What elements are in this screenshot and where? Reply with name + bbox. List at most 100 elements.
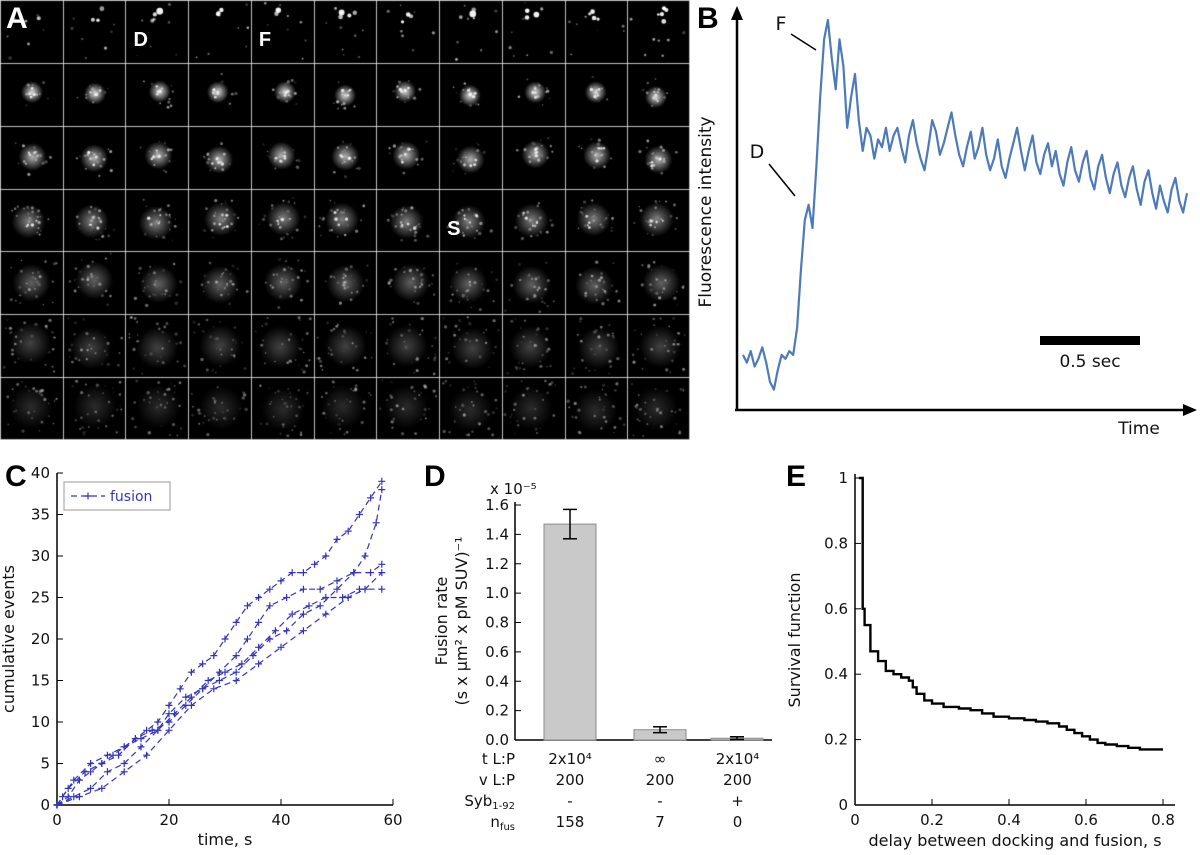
table-cell: 2x10⁴ [715,750,760,768]
plot-text: 40 [31,464,50,482]
plot-text: 0.2 [920,811,944,829]
plot-text: 10 [31,713,50,731]
table-row-label: nfus [420,813,515,834]
plot-text: Fusion rate [432,577,451,666]
fusion-series-line-4 [56,572,383,806]
plot-text: 0 [52,811,62,829]
plot-text: 15 [31,672,50,690]
plot-text: 35 [31,506,50,524]
panel-a: A D F S [0,0,690,440]
table-row-label: Syb1-92 [420,792,515,813]
plus-markers-4 [53,569,386,809]
plot-text: 0.8 [1151,811,1175,829]
table-cell: 2x10⁴ [548,750,592,768]
fusion-series-line-2 [56,563,383,806]
plot-text: 1.4 [485,525,509,543]
plot-text: 1.0 [485,584,509,602]
annotation-leader-d [768,163,796,197]
plot-text: F [776,13,787,35]
plus-markers-3 [53,486,386,809]
table-cell: 200 [645,771,675,789]
plus-markers-1 [53,477,386,809]
table-row-label: t L:P [481,750,515,768]
plot-text: 0.6 [485,643,509,661]
table-row-label-main: Syb [464,792,493,810]
table-cell: 0 [732,813,743,831]
plot-text: 40 [271,811,290,829]
plot-text: 20 [159,811,178,829]
plot-text: 0 [850,811,860,829]
plot-text: (s x µm² x pM SUV)⁻¹ [452,537,471,706]
panel-b-label: B [697,2,719,35]
panel-d-label: D [424,460,446,493]
annotation-leader-f [790,33,817,51]
montage-canvas [0,0,690,440]
fusion-rate-bar-1 [543,523,597,741]
panel-c-plot: 0 20 40 60 0 5 10 15 20 25 30 35 40 time, s cumulative… [0,464,403,849]
plot-text: 0.6 [824,600,848,618]
frame-annotation-d: D [133,29,148,51]
panel-c-label: C [5,460,27,493]
plot-text: 0.8 [824,534,848,552]
fusion-series-line-1 [56,480,383,806]
y-axis-arrow [731,6,743,20]
condition-table: t L:P 2x10⁴ ∞ 2x10⁴ v L:P 200 200 200 Sy… [420,750,780,838]
plot-text: 0.0 [485,731,509,749]
table-row-label-sub: 1-92 [492,801,515,812]
legend-marker-sample [84,492,92,500]
plot-text: 0.4 [485,672,509,690]
table-cell: ∞ [653,750,667,768]
plot-text: 0 [838,796,848,814]
plot-text: 30 [31,547,50,565]
plot-text: Survival function [785,573,804,708]
plot-text: 0 [40,796,50,814]
table-cell: 200 [555,771,585,789]
plot-text: 1.6 [485,496,509,514]
plot-text: 60 [383,811,402,829]
plus-markers-5 [53,585,386,809]
plot-text: D [750,141,765,163]
table-cell: + [731,792,744,810]
scale-bar [1040,336,1140,345]
fusion-series-line-5 [56,588,382,806]
plot-text: 0.2 [824,731,848,749]
table-cell: - [567,792,573,810]
plot-text: 20 [31,630,50,648]
plot-text: time, s [198,830,253,849]
panel-b-plot: Fluorescence intensity Time 0.5 sec F D [696,6,1197,439]
plot-text: 0.2 [485,702,509,720]
plot-text: 0.6 [1074,811,1098,829]
fluorescence-trace [742,18,1189,391]
frame-annotation-f: F [258,29,272,51]
plot-text: 1 [838,469,848,487]
panel-a-label: A [6,2,28,35]
table-row-label-sub: fus [499,822,515,833]
table-cell: 158 [555,813,585,831]
plot-text: 0.8 [485,614,509,632]
plot-text: 25 [31,589,50,607]
table-row-label-main: n [490,813,500,831]
table-row-label: v L:P [478,771,515,789]
plot-text: fusion [110,489,152,505]
plot-text: 0.4 [997,811,1021,829]
survival-step-curve [858,476,1163,751]
table-cell: 7 [655,813,665,831]
plot-text: 0.5 sec [1059,352,1120,372]
panel-e-plot: 0 0.2 0.4 0.6 0.8 1 0 0.2 0.4 0.6 0.8 delay between… [785,469,1175,850]
table-cell: - [657,792,663,810]
plot-text: 5 [40,755,50,773]
plot-text: x 10⁻⁵ [490,480,537,498]
fusion-series-line-3 [56,489,383,806]
plot-text: 0.4 [824,665,848,683]
plot-text: 1.2 [485,555,509,573]
panel-e-label: E [786,460,807,493]
plot-text: delay between docking and fusion, s [868,831,1161,850]
plot-text: Fluorescence intensity [696,116,716,307]
frame-annotation-s: S [447,217,461,240]
plot-text: Time [1117,419,1160,439]
x-axis-arrow [1183,404,1197,416]
plot-text: cumulative events [0,565,18,713]
panel-d-plot: 0.0 0.2 0.4 0.6 0.8 1.0 1.2 1.4 1.6x 10⁻⁵ Fusion … [432,480,772,749]
table-cell: 200 [723,771,752,789]
